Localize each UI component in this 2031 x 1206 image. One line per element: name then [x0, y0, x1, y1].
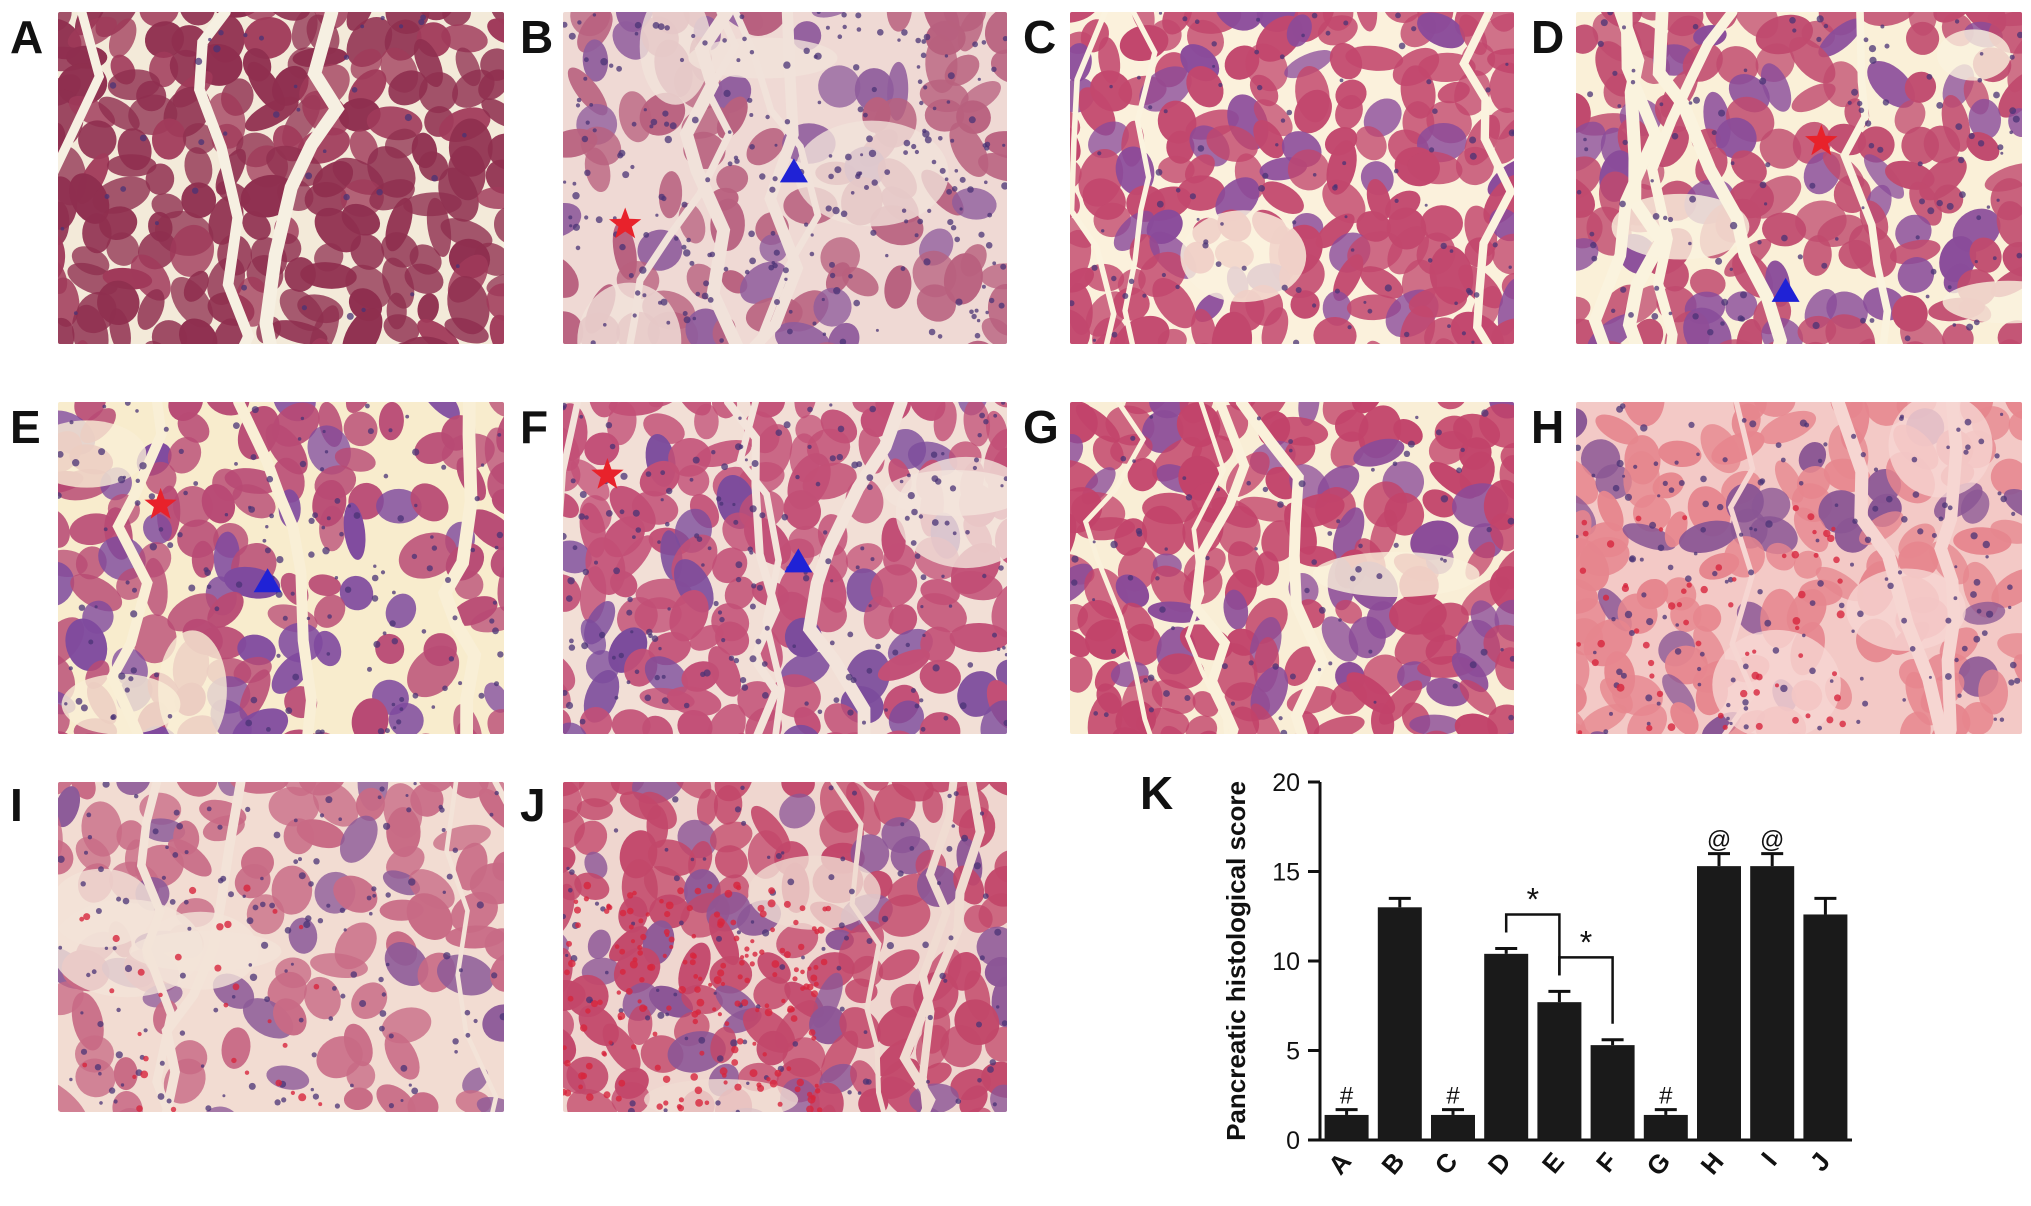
significance-annotation: @ — [1707, 827, 1731, 854]
bar-i — [1750, 866, 1795, 1140]
x-tick-label: J — [1804, 1147, 1836, 1177]
y-tick-label: 10 — [1272, 948, 1300, 976]
y-tick-label: 0 — [1286, 1127, 1300, 1155]
triangle-marker — [253, 568, 282, 593]
bar-a — [1324, 1114, 1369, 1140]
micrograph-g — [1070, 402, 1514, 734]
bar-e — [1537, 1002, 1582, 1140]
star-marker — [609, 207, 642, 239]
x-tick-label: B — [1375, 1147, 1410, 1181]
x-tick-label: F — [1590, 1147, 1623, 1178]
significance-annotation: # — [1446, 1083, 1460, 1110]
star-marker — [1805, 124, 1838, 156]
triangle-marker — [1771, 277, 1800, 302]
x-tick-label: H — [1695, 1147, 1730, 1181]
star-marker — [144, 487, 177, 519]
micrograph-h — [1576, 402, 2022, 734]
y-tick-label: 15 — [1272, 859, 1300, 887]
panel-label-k: K — [1140, 767, 1174, 819]
panel-label-i: I — [10, 779, 23, 831]
bar-d — [1484, 953, 1529, 1140]
panel-label-j: J — [520, 779, 546, 831]
bar-b — [1377, 907, 1422, 1140]
bar-chart-k: 0 5 10 15 20 Pancreatic histological score # A B… — [1125, 740, 2031, 1206]
x-tick-label: D — [1482, 1147, 1517, 1181]
y-tick-label: 5 — [1286, 1038, 1300, 1066]
bar-g — [1643, 1114, 1688, 1140]
panel-label-c: C — [1023, 11, 1057, 63]
panel-label-b: B — [520, 11, 554, 63]
triangle-marker — [779, 158, 808, 183]
y-axis-label: Pancreatic histological score — [1221, 781, 1251, 1141]
y-tick-label: 20 — [1272, 769, 1300, 797]
x-tick-label: A — [1322, 1146, 1357, 1180]
panel-label-g: G — [1023, 401, 1059, 453]
micrograph-b — [563, 12, 1007, 344]
star-marker — [591, 458, 624, 489]
x-tick-label: G — [1640, 1147, 1676, 1182]
micrograph-a — [58, 12, 504, 344]
significance-annotation: @ — [1760, 827, 1784, 854]
micrograph-i — [58, 782, 504, 1112]
significance-star: * — [1580, 924, 1592, 960]
significance-star: * — [1527, 881, 1539, 917]
triangle-marker — [784, 548, 813, 573]
micrograph-j — [563, 782, 1007, 1112]
micrograph-f — [563, 402, 1007, 734]
panel-label-f: F — [520, 401, 549, 453]
bar-f — [1590, 1045, 1635, 1140]
significance-annotation: # — [1340, 1083, 1354, 1110]
micrograph-c — [1070, 12, 1514, 344]
x-tick-label: C — [1429, 1146, 1464, 1180]
x-tick-label: E — [1536, 1147, 1570, 1180]
bar-c — [1431, 1114, 1475, 1140]
panel-label-h: H — [1531, 401, 1565, 453]
x-tick-label: I — [1755, 1147, 1783, 1172]
panel-label-e: E — [10, 401, 41, 453]
micrograph-d — [1576, 12, 2022, 344]
significance-annotation: # — [1659, 1083, 1673, 1110]
bar-j — [1803, 914, 1848, 1140]
micrograph-e — [58, 402, 504, 734]
significance-bracket — [1504, 913, 1561, 976]
bar-h — [1697, 866, 1741, 1140]
significance-bracket — [1558, 956, 1614, 1024]
panel-label-d: D — [1531, 11, 1565, 63]
panel-label-a: A — [10, 11, 44, 63]
